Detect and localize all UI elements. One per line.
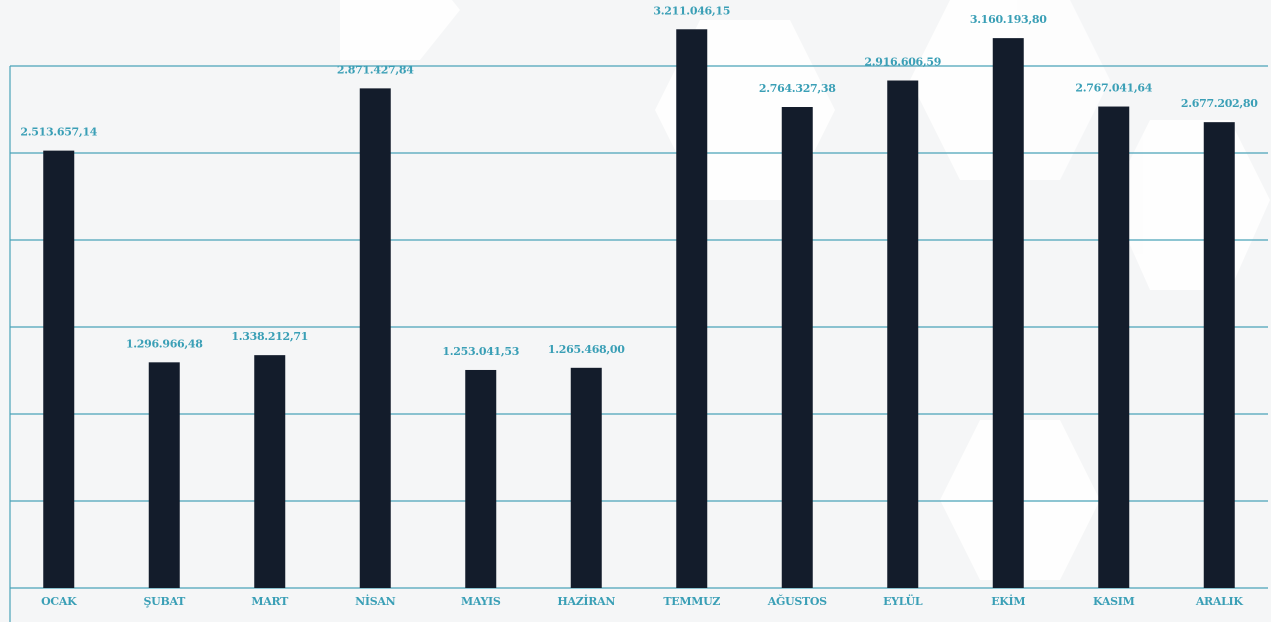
value-label: 2.677.202,80 [1181, 97, 1258, 110]
bar [1098, 106, 1130, 588]
value-label: 1.253.041,53 [442, 345, 519, 358]
value-label: 2.513.657,14 [20, 126, 97, 139]
x-tick-label: ARALIK [1195, 595, 1244, 608]
x-tick-label: MAYIS [461, 595, 501, 608]
x-tick-label: KASIM [1093, 595, 1135, 608]
bar [992, 38, 1024, 588]
x-tick-label: OCAK [41, 595, 77, 608]
bar [570, 367, 602, 588]
value-label: 3.160.193,80 [970, 13, 1047, 26]
x-tick-label: EKİM [991, 594, 1025, 608]
value-label: 2.871.427,84 [337, 63, 414, 76]
x-tick-label: ŞUBAT [144, 595, 187, 608]
bar [148, 362, 180, 588]
bar [359, 88, 391, 589]
bar [676, 29, 708, 589]
x-tick-label: EYLÜL [883, 594, 923, 608]
x-tick-label: NİSAN [355, 594, 395, 608]
value-label: 2.764.327,38 [759, 82, 836, 95]
bar [1203, 122, 1235, 588]
x-tick-label: MART [251, 595, 289, 608]
value-label: 2.767.041,64 [1075, 82, 1152, 95]
value-label: 1.265.468,00 [548, 343, 625, 356]
bar [781, 107, 813, 589]
bar [43, 150, 75, 588]
value-label: 3.211.046,15 [653, 4, 730, 17]
x-tick-label: AĞUSTOS [767, 594, 827, 608]
bar [887, 80, 919, 589]
x-tick-label: HAZİRAN [557, 594, 615, 608]
x-tick-label: TEMMUZ [663, 595, 720, 608]
bar [254, 355, 286, 588]
value-label: 1.338.212,71 [231, 330, 308, 343]
value-label: 1.296.966,48 [126, 337, 203, 350]
bar [465, 369, 497, 588]
value-label: 2.916.606,59 [864, 56, 941, 69]
